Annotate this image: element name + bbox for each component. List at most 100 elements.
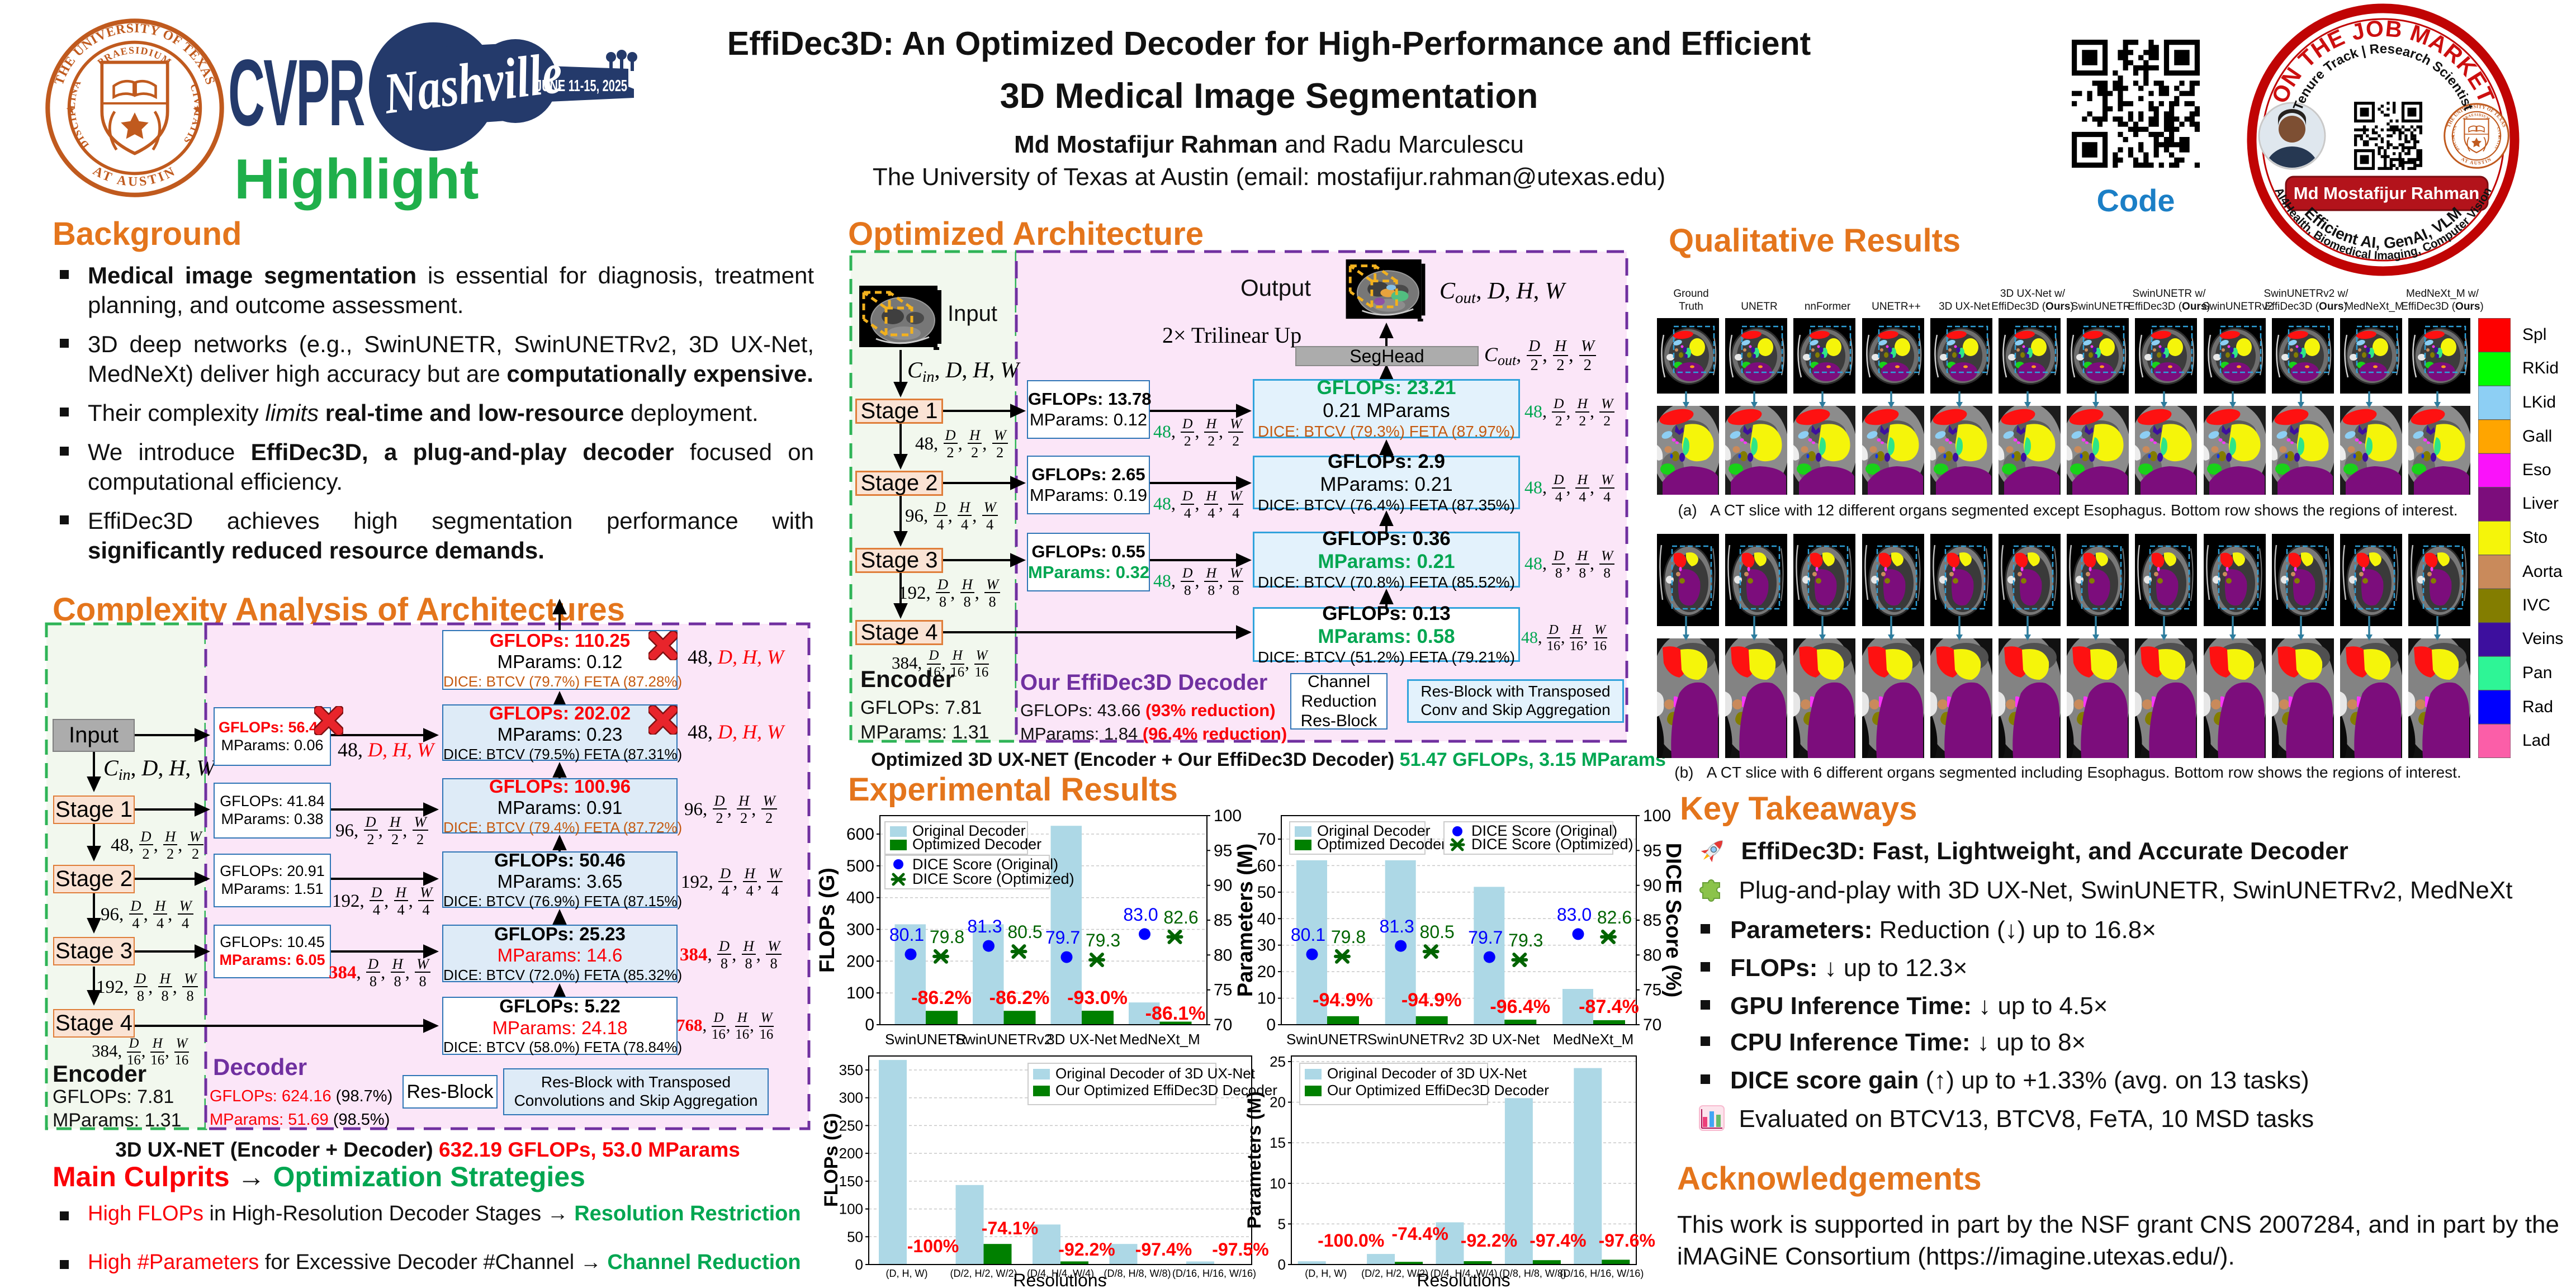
svg-text:(D/16, H/16, W/16): (D/16, H/16, W/16) [1172,1268,1256,1279]
svg-text:80.1: 80.1 [1291,925,1325,945]
svg-text:(D/8, H/8, W/8): (D/8, H/8, W/8) [1499,1268,1566,1279]
svg-text:79.7: 79.7 [1045,927,1080,948]
svg-text:100: 100 [1643,807,1671,825]
svg-text:Original Decoder: Original Decoder [912,822,1026,839]
svg-text:250: 250 [839,1117,863,1134]
svg-text:300: 300 [846,921,874,939]
svg-text:40: 40 [1257,910,1276,928]
svg-text:300: 300 [839,1090,863,1106]
svg-text:79.3: 79.3 [1086,930,1120,950]
svg-text:200: 200 [839,1145,863,1162]
svg-text:Resolutions: Resolutions [1013,1270,1106,1288]
svg-text:83.0: 83.0 [1123,905,1158,925]
svg-text:83.0: 83.0 [1557,905,1592,925]
svg-text:80: 80 [1214,946,1232,964]
svg-text:(D/2, H/2, W/2): (D/2, H/2, W/2) [1361,1268,1428,1279]
svg-text:-96.4%: -96.4% [1490,996,1550,1017]
svg-text:MedNeXt_M: MedNeXt_M [1553,1031,1634,1048]
svg-text:200: 200 [846,952,874,970]
svg-text:79.3: 79.3 [1508,930,1543,950]
svg-text:-86.2%: -86.2% [911,987,972,1008]
svg-text:90: 90 [1214,877,1232,895]
svg-text:80: 80 [1643,946,1661,964]
svg-text:25: 25 [1270,1053,1286,1070]
svg-text:(D/16, H/16, W/16): (D/16, H/16, W/16) [1560,1268,1644,1279]
svg-text:50: 50 [1257,883,1276,902]
svg-text:-94.9%: -94.9% [1313,989,1373,1011]
svg-text:FLOPs (G): FLOPs (G) [821,1113,842,1207]
svg-text:79.7: 79.7 [1468,927,1503,948]
svg-text:60: 60 [1257,856,1276,875]
svg-text:(D/2, H/2, W/2): (D/2, H/2, W/2) [950,1268,1017,1279]
svg-text:85: 85 [1214,911,1232,930]
svg-text:95: 95 [1643,841,1661,860]
svg-text:70: 70 [1643,1016,1661,1034]
svg-text:-97.4%: -97.4% [1530,1230,1586,1251]
svg-text:Original Decoder of 3D UX-Net: Original Decoder of 3D UX-Net [1327,1065,1527,1082]
svg-text:DICE Score (Optimized): DICE Score (Optimized) [912,870,1074,887]
svg-text:-93.0%: -93.0% [1067,987,1128,1008]
svg-text:150: 150 [839,1173,863,1190]
svg-text:100: 100 [839,1201,863,1218]
svg-text:(D/4, H/4, W/4): (D/4, H/4, W/4) [1027,1268,1094,1279]
svg-text:-92.2%: -92.2% [1461,1230,1517,1251]
svg-text:(D/8, H/8, W/8): (D/8, H/8, W/8) [1104,1268,1171,1279]
svg-text:75: 75 [1214,981,1232,1000]
svg-text:10: 10 [1257,989,1276,1008]
svg-text:Md Mostafijur Rahman: Md Mostafijur Rahman [2294,183,2479,203]
svg-text:-74.1%: -74.1% [982,1218,1038,1238]
svg-text:20: 20 [1257,963,1276,981]
svg-text:30: 30 [1257,936,1276,955]
svg-text:3D UX-Net: 3D UX-Net [1469,1031,1540,1048]
svg-text:79.8: 79.8 [1331,927,1366,947]
svg-text:-86.2%: -86.2% [989,987,1050,1008]
svg-text:80.5: 80.5 [1007,922,1042,942]
svg-text:100: 100 [846,984,874,1002]
svg-text:-97.4%: -97.4% [1135,1239,1192,1259]
svg-text:Our Optimized EffiDec3D Decode: Our Optimized EffiDec3D Decoder [1327,1082,1549,1098]
svg-text:15: 15 [1270,1134,1286,1151]
svg-text:Optimized Decoder: Optimized Decoder [1317,836,1446,853]
svg-text:SwinUNETRv2: SwinUNETRv2 [1367,1031,1464,1048]
svg-text:Resolutions: Resolutions [1417,1270,1510,1288]
svg-text:-100.0%: -100.0% [1318,1230,1384,1251]
svg-text:0: 0 [865,1016,874,1034]
svg-text:90: 90 [1643,877,1661,895]
svg-text:DICE Score (Original): DICE Score (Original) [1471,822,1617,839]
svg-text:0: 0 [1266,1016,1276,1034]
svg-text:100: 100 [1214,807,1242,825]
svg-text:-86.1%: -86.1% [1145,1003,1206,1024]
svg-text:(D, H, W): (D, H, W) [886,1268,928,1279]
svg-text:(D, H, W): (D, H, W) [1305,1268,1347,1279]
svg-text:DICE Score (Optimized): DICE Score (Optimized) [1471,836,1633,853]
svg-text:82.6: 82.6 [1597,907,1632,927]
svg-text:Original Decoder: Original Decoder [1317,822,1431,839]
svg-text:50: 50 [847,1228,863,1245]
svg-text:DICE Score (%): DICE Score (%) [1661,843,1685,998]
svg-text:5: 5 [1278,1215,1286,1232]
svg-text:Parameters (M): Parameters (M) [1244,1091,1265,1229]
svg-text:85: 85 [1643,911,1661,930]
svg-text:600: 600 [846,825,874,844]
svg-text:350: 350 [839,1062,863,1078]
svg-text:500: 500 [846,857,874,875]
svg-text:-97.6%: -97.6% [1599,1230,1655,1251]
svg-text:Parameters (M): Parameters (M) [1234,844,1257,997]
svg-text:-87.4%: -87.4% [1579,996,1639,1017]
svg-text:81.3: 81.3 [1380,916,1414,936]
svg-text:Our Optimized EffiDec3D Decode: Our Optimized EffiDec3D Decoder [1055,1082,1277,1098]
svg-text:95: 95 [1214,841,1232,860]
svg-text:Optimized Decoder: Optimized Decoder [912,836,1041,853]
svg-text:82.6: 82.6 [1163,907,1198,927]
svg-text:70: 70 [1257,830,1276,849]
svg-text:-100%: -100% [907,1236,959,1256]
svg-text:10: 10 [1270,1175,1286,1192]
svg-text:81.3: 81.3 [967,916,1002,936]
svg-text:75: 75 [1643,981,1661,1000]
svg-text:-94.9%: -94.9% [1401,989,1462,1011]
svg-text:80.5: 80.5 [1420,922,1455,942]
svg-text:3D UX-Net: 3D UX-Net [1046,1031,1117,1048]
svg-text:SwinUNETR: SwinUNETR [1286,1031,1368,1048]
svg-text:400: 400 [846,889,874,907]
svg-text:70: 70 [1214,1016,1232,1034]
